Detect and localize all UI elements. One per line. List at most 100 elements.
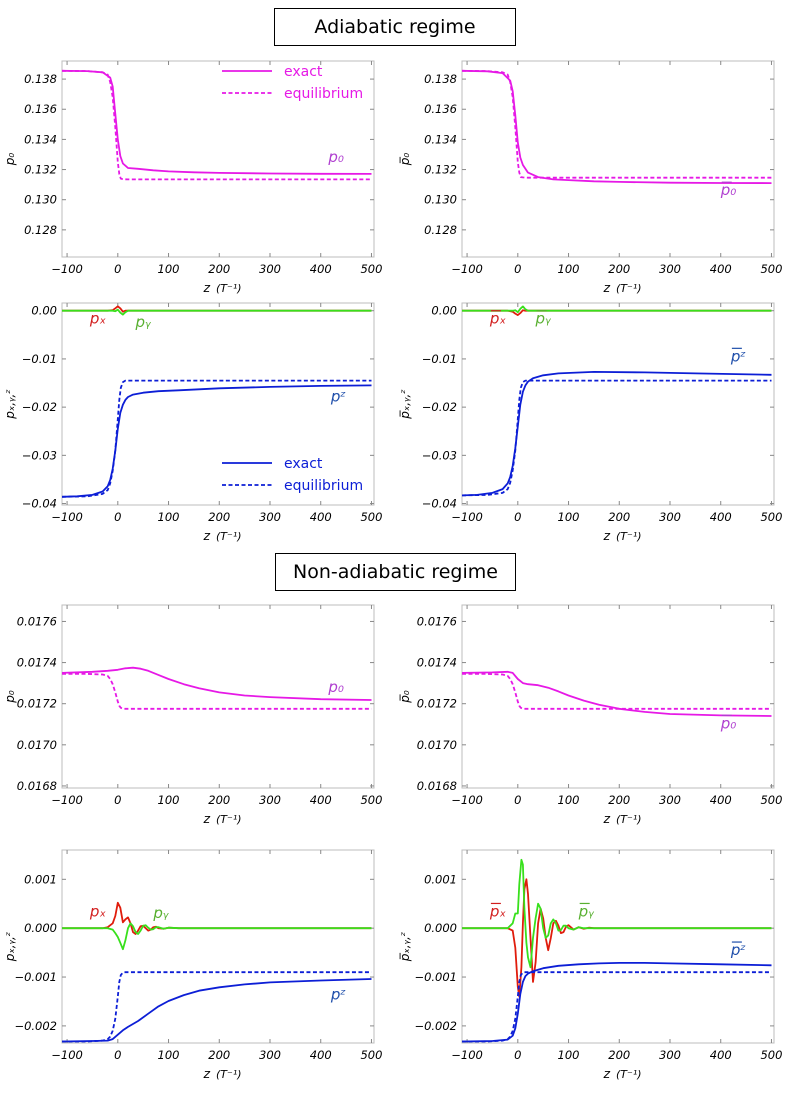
x-tick-label: 500 xyxy=(360,793,382,807)
series-line-px xyxy=(462,878,772,998)
x-tick-label: 0 xyxy=(114,510,121,524)
series-line-equilibrium xyxy=(62,673,372,710)
x-axis-label: z xyxy=(602,811,610,826)
plot-frame xyxy=(61,849,375,1044)
x-tick-label: 200 xyxy=(208,262,230,276)
y-tick-label: 0.001 xyxy=(424,872,457,886)
y-tick-label: 0.0172 xyxy=(17,697,57,711)
x-tick-label: 100 xyxy=(158,510,180,524)
series-line-pz-exact xyxy=(461,371,772,497)
legend-label: equilibrium xyxy=(284,478,363,494)
series-line-pz-equilibrium xyxy=(462,971,772,1043)
curve-label: pₓ xyxy=(489,310,507,328)
x-axis-unit: (T⁻¹) xyxy=(616,282,642,295)
y-tick-label: −0.04 xyxy=(422,497,457,511)
curve-label: p₀ xyxy=(327,678,344,696)
x-tick-label: 200 xyxy=(208,793,230,807)
x-tick-label: 300 xyxy=(659,793,681,807)
x-tick-label: 500 xyxy=(760,262,782,276)
y-tick-label: 0.136 xyxy=(24,102,57,116)
curve-label: pₓ xyxy=(489,902,507,920)
y-tick-label: 0.134 xyxy=(424,132,457,146)
series-line-pz-exact xyxy=(61,384,372,498)
curve-label: p₀ xyxy=(720,181,737,199)
curve-label: pᶻ xyxy=(730,347,746,365)
x-tick-label: 200 xyxy=(608,510,630,524)
y-axis-label: pₓ,ᵧ,ᶻ xyxy=(3,932,17,962)
y-tick-label: 0.00 xyxy=(31,304,57,318)
x-tick-label: −100 xyxy=(51,1048,83,1062)
y-tick-label: 0.0176 xyxy=(417,614,457,628)
x-tick-label: 100 xyxy=(558,793,580,807)
x-tick-label: 400 xyxy=(710,510,732,524)
series-line-pz-equilibrium xyxy=(62,971,372,1043)
x-axis-unit: (T⁻¹) xyxy=(616,530,642,543)
y-tick-label: −0.002 xyxy=(14,1019,57,1033)
y-tick-label: 0.134 xyxy=(24,132,57,146)
curve-label: p₀ xyxy=(720,714,737,732)
series-line-py xyxy=(462,858,772,969)
y-tick-label: 0.0168 xyxy=(17,779,57,793)
y-tick-label: 0.130 xyxy=(24,193,57,207)
series-line-equilibrium xyxy=(462,673,772,710)
x-tick-label: 100 xyxy=(558,262,580,276)
x-tick-label: 0 xyxy=(114,793,121,807)
y-tick-label: 0.138 xyxy=(424,72,457,86)
x-tick-label: 400 xyxy=(710,262,732,276)
plot-nonadiabatic-pbarxyz: −0.002 −0.001 0.000 0.001 −100 0 100 200 300 400 5… xyxy=(398,849,782,1081)
y-tick-label: 0.0170 xyxy=(17,738,57,752)
x-tick-label: 200 xyxy=(608,1048,630,1062)
series-line-pz-exact xyxy=(461,962,772,1043)
x-tick-label: 0 xyxy=(514,510,521,524)
section-title-adiabatic: Adiabatic regime xyxy=(274,8,516,46)
x-tick-label: 400 xyxy=(710,1048,732,1062)
x-tick-label: 300 xyxy=(259,1048,281,1062)
x-axis-label: z xyxy=(202,1066,210,1081)
x-tick-label: 500 xyxy=(760,793,782,807)
x-tick-label: 200 xyxy=(208,510,230,524)
series-line-py xyxy=(62,922,372,951)
y-tick-label: −0.03 xyxy=(422,448,457,462)
x-tick-label: 400 xyxy=(310,262,332,276)
x-tick-label: 0 xyxy=(114,1048,121,1062)
series-line-pz-equilibrium xyxy=(461,379,772,497)
x-tick-label: 300 xyxy=(659,1048,681,1062)
x-tick-label: 0 xyxy=(514,262,521,276)
x-tick-label: −100 xyxy=(51,262,83,276)
y-tick-label: 0.0172 xyxy=(417,697,457,711)
plot-adiabatic-pbar0: 0.128 0.130 0.132 0.134 0.136 0.138 −100 0 100 20… xyxy=(398,60,782,295)
y-tick-label: −0.01 xyxy=(422,352,457,366)
plot-frame xyxy=(461,302,775,506)
x-axis-unit: (T⁻¹) xyxy=(216,282,242,295)
y-axis-label: p̅ₓ,ᵧ,ᶻ xyxy=(398,932,412,962)
x-tick-label: −100 xyxy=(51,793,83,807)
y-tick-label: 0.0174 xyxy=(17,656,57,670)
plot-frame xyxy=(61,302,375,506)
series-line-equilibrium xyxy=(461,69,772,179)
y-tick-label: 0.130 xyxy=(424,193,457,207)
plot-frame xyxy=(61,60,375,258)
x-axis-label: z xyxy=(602,280,610,295)
curve-label: pᵧ xyxy=(578,902,595,920)
y-tick-label: 0.0176 xyxy=(17,614,57,628)
x-tick-label: 0 xyxy=(514,1048,521,1062)
y-tick-label: 0.0168 xyxy=(417,779,457,793)
x-tick-label: 0 xyxy=(114,262,121,276)
x-axis-label: z xyxy=(602,528,610,543)
plot-nonadiabatic-pbar0: 0.0168 0.0170 0.0172 0.0174 0.0176 −100 0 100 20… xyxy=(398,604,782,826)
series-line-exact xyxy=(61,666,372,701)
y-tick-label: −0.002 xyxy=(414,1019,457,1033)
x-tick-label: 400 xyxy=(310,1048,332,1062)
x-tick-label: −100 xyxy=(451,510,483,524)
curve-label: pᶻ xyxy=(330,986,346,1004)
y-tick-label: −0.01 xyxy=(22,352,57,366)
plot-frame xyxy=(461,60,775,258)
x-tick-label: 500 xyxy=(360,1048,382,1062)
y-tick-label: 0.128 xyxy=(424,223,457,237)
x-tick-label: 200 xyxy=(208,1048,230,1062)
x-tick-label: 500 xyxy=(760,510,782,524)
x-tick-label: 300 xyxy=(659,510,681,524)
y-tick-label: 0.000 xyxy=(424,921,457,935)
legend-label: exact xyxy=(284,64,323,80)
curve-label: pᶻ xyxy=(730,941,746,959)
